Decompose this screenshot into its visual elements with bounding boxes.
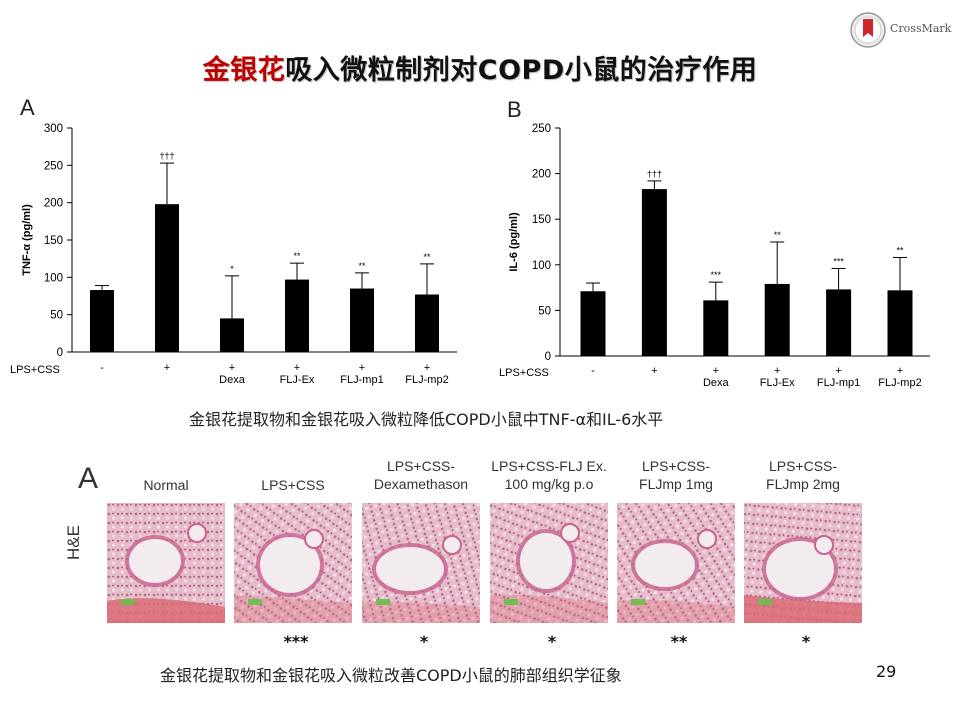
chart-a-lps-css-sign: + [294, 362, 300, 374]
histology-image [362, 503, 480, 623]
chart-b-row-label: LPS+CSS [499, 367, 549, 379]
chart-a-bar [285, 279, 309, 352]
chart-b-significance-label: ††† [647, 169, 662, 179]
chart-a-y-tick-label: 300 [44, 123, 63, 135]
chart-a-bar [155, 204, 179, 352]
chart-a-lps-css-sign: + [424, 362, 430, 374]
chart-b-y-tick-label: 250 [532, 123, 551, 135]
chart-a-row-label: LPS+CSS [10, 364, 60, 376]
chart-b-lps-css-sign: + [835, 365, 841, 377]
histology-group-label: LPS+CSS- FLJmp 1mg [639, 458, 713, 492]
histology-image [744, 503, 862, 623]
crossmark-icon [850, 12, 886, 48]
chart-a-bar [415, 294, 439, 352]
histology-image [490, 503, 608, 623]
chart-a-lps-css-sign: + [229, 362, 235, 374]
crossmark-text: CrossMark [890, 22, 952, 35]
page-number: 29 [876, 662, 897, 681]
title-rest: 吸入微粒制剂对COPD小鼠的治疗作用 [285, 55, 758, 86]
histology-image [107, 503, 225, 623]
chart-a-y-tick-label: 50 [50, 310, 63, 322]
histology-panel-letter: A [78, 462, 99, 495]
histology-significance: * [547, 632, 557, 651]
chart-b-lps-css-sign: - [591, 365, 595, 377]
chart-b-lps-css-sign: + [651, 365, 657, 377]
chart-b-y-tick-label: 200 [532, 169, 551, 181]
chart-b-y-label: IL-6 (pg/ml) [508, 212, 520, 272]
chart-a-significance-label: ** [358, 261, 366, 271]
chart-b-bar [826, 289, 852, 356]
chart-b-bar [641, 189, 667, 356]
chart-a-y-tick-label: 200 [44, 198, 63, 210]
chart-b-bar [887, 290, 913, 356]
chart-a-lps-css-sign: + [164, 362, 170, 374]
chart-b-category-label: FLJ-Ex [760, 377, 795, 389]
chart-b-significance-label: *** [711, 270, 722, 280]
chart-a-y-tick-label: 100 [44, 272, 63, 284]
chart-b-bar [580, 291, 606, 356]
histology-group-label: LPS+CSS-FLJ Ex. 100 mg/kg p.o [491, 458, 607, 492]
histology-image [617, 503, 735, 623]
chart-a-lps-css-sign: - [100, 362, 104, 374]
chart-b-bar [764, 283, 790, 356]
chart-a-lps-css-sign: + [359, 362, 365, 374]
histology-group-label: Normal [143, 477, 189, 493]
histology-group-label: LPS+CSS- FLJmp 2mg [766, 458, 840, 492]
chart-a-significance-label: ** [423, 252, 431, 262]
histology-significance: * [419, 632, 429, 651]
cytokine-charts: A 0 50 100 150 200 250 300 TNF-α (pg/ml) LPS+CSS -… [10, 95, 930, 389]
chart-b-significance-label: *** [833, 256, 844, 266]
chart-a-y-tick-label: 250 [44, 160, 63, 172]
chart-b-lps-css-sign: + [713, 365, 719, 377]
chart-b-panel-letter: B [507, 97, 522, 122]
chart-b-category-label: FLJ-mp1 [817, 377, 860, 389]
chart-b-y-tick-label: 0 [545, 351, 551, 363]
chart-a-category-label: FLJ-mp2 [405, 374, 448, 386]
chart-b-category-label: Dexa [703, 377, 730, 389]
chart-b-lps-css-sign: + [774, 365, 780, 377]
chart-a-significance-label: ††† [159, 151, 174, 161]
stain-label: H&E [64, 525, 83, 560]
chart-a-y-tick-label: 0 [57, 347, 63, 359]
histology-group-label: LPS+CSS [261, 477, 325, 493]
histology-significance: * [801, 632, 811, 651]
histology-significance: *** [283, 632, 309, 651]
chart-a-bar [350, 288, 374, 352]
chart-a-panel-letter: A [20, 95, 35, 120]
chart-b-y-tick-label: 50 [538, 305, 551, 317]
chart-a-bar [90, 290, 114, 352]
chart-b-category-label: FLJ-mp2 [878, 377, 921, 389]
chart-b-y-tick-label: 150 [532, 214, 551, 226]
chart-a-category-label: FLJ-Ex [280, 374, 315, 386]
page-title: 金银花吸入微粒制剂对COPD小鼠的治疗作用 [0, 48, 960, 87]
chart-b-significance-label: ** [774, 230, 782, 240]
histology-image [234, 503, 352, 623]
chart-b-significance-label: ** [896, 246, 904, 256]
chart-b-bar [703, 300, 729, 356]
chart-b-y-tick-label: 100 [532, 260, 551, 272]
chart-a-y-label: TNF-α (pg/ml) [21, 204, 33, 276]
chart-b-lps-css-sign: + [897, 365, 903, 377]
chart-a-y-tick-label: 150 [44, 235, 63, 247]
chart-a-significance-label: ** [293, 251, 301, 261]
chart-a-category-label: Dexa [219, 374, 246, 386]
caption-bottom: 金银花提取物和金银花吸入微粒改善COPD小鼠的肺部组织学征象 [160, 666, 622, 685]
chart-a-category-label: FLJ-mp1 [340, 374, 383, 386]
crossmark-logo[interactable]: CrossMark [848, 10, 958, 50]
caption-top: 金银花提取物和金银花吸入微粒降低COPD小鼠中TNF-α和IL-6水平 [189, 410, 664, 429]
chart-a-bar [220, 318, 244, 352]
histology-group-label: LPS+CSS- Dexamethason [373, 458, 469, 492]
histology-significance: ** [670, 632, 688, 651]
chart-a-significance-label: * [230, 264, 234, 274]
title-accent: 金银花 [202, 55, 286, 86]
